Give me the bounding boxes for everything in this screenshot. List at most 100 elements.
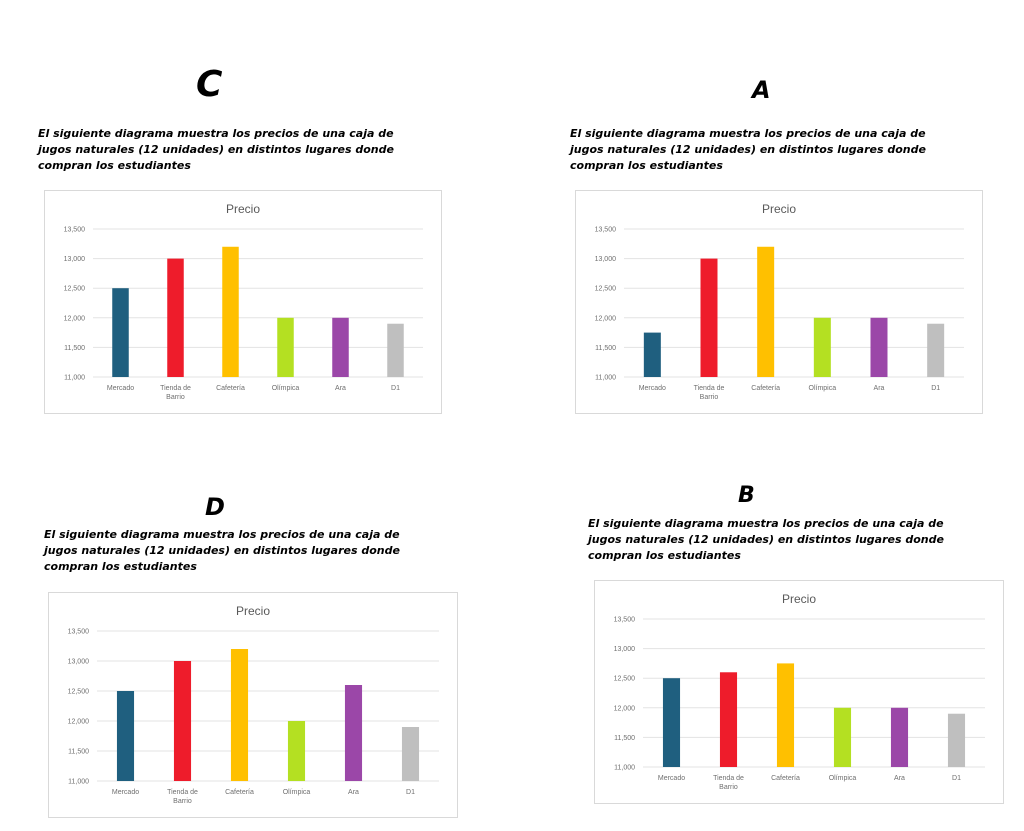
chart-title: Precio	[762, 202, 796, 216]
question-line: jugos naturales (12 unidades) en distint…	[38, 143, 394, 156]
bar	[890, 707, 909, 767]
bar	[662, 678, 681, 767]
y-tick-label: 11,500	[68, 749, 89, 756]
x-tick-label: Tienda de	[694, 385, 725, 392]
bar	[776, 663, 795, 767]
chart-svg: Precio 11,000 11,500 12,000 12,500 13,000 13,5…	[68, 604, 439, 805]
bar	[116, 691, 135, 781]
x-tick-label: Mercado	[107, 385, 134, 392]
chart-title: Precio	[236, 604, 270, 618]
chart-title: Precio	[782, 592, 816, 606]
x-tick-label: Olímpica	[829, 775, 857, 782]
bar	[387, 323, 404, 377]
x-tick-label: Ara	[335, 385, 346, 392]
option-letter: B	[738, 483, 755, 508]
bar	[870, 317, 888, 377]
question-line: El siguiente diagrama muestra los precio…	[588, 517, 944, 530]
y-tick-label: 12,000	[614, 705, 636, 712]
bar-chart: Precio 11,000 11,500 12,000 12,500 13,000 13,5…	[594, 580, 1004, 804]
y-tick-label: 11,000	[595, 375, 616, 382]
y-tick-label: 13,500	[614, 617, 636, 624]
x-tick-label: Mercado	[112, 789, 139, 796]
x-tick-label: D1	[931, 385, 940, 392]
question-text: El siguiente diagrama muestra los precio…	[38, 126, 394, 174]
x-tick-label: Olímpica	[809, 385, 837, 392]
question-text: El siguiente diagrama muestra los precio…	[588, 516, 944, 564]
y-tick-label: 13,000	[64, 256, 86, 263]
option-letter: D	[205, 493, 225, 521]
x-tick-label: Ara	[348, 789, 359, 796]
x-tick-label: D1	[952, 775, 961, 782]
x-tick-label: Barrio	[700, 394, 719, 401]
y-tick-label: 12,500	[64, 286, 86, 293]
x-tick-label: Mercado	[639, 385, 666, 392]
question-line: compran los estudiantes	[38, 159, 191, 172]
question-line: El siguiente diagrama muestra los precio…	[570, 127, 926, 140]
x-tick-label: Tienda de	[713, 775, 744, 782]
x-tick-label: Ara	[894, 775, 905, 782]
y-tick-label: 12,000	[595, 315, 617, 322]
x-tick-label: Ara	[874, 385, 885, 392]
bar-chart: Precio 11,000 11,500 12,000 12,500 13,000 13,5…	[575, 190, 983, 414]
question-line: jugos naturales (12 unidades) en distint…	[588, 533, 944, 546]
bar	[813, 317, 831, 377]
chart-svg: Precio 11,000 11,500 12,000 12,500 13,000 13,5…	[614, 592, 985, 791]
x-tick-label: Tienda de	[160, 385, 191, 392]
bar	[643, 332, 661, 377]
x-tick-label: Barrio	[166, 394, 185, 401]
x-tick-label: Cafetería	[225, 789, 254, 796]
bar	[112, 288, 129, 377]
bar	[344, 685, 363, 781]
y-tick-label: 11,500	[614, 735, 635, 742]
bar	[833, 707, 852, 767]
y-tick-label: 12,500	[68, 689, 90, 696]
bar	[277, 317, 294, 377]
y-tick-label: 11,000	[614, 765, 635, 772]
chart-svg: Precio 11,000 11,500 12,000 12,500 13,000 13,5…	[64, 202, 423, 401]
question-line: jugos naturales (12 unidades) en distint…	[570, 143, 926, 156]
bar	[332, 317, 349, 377]
y-tick-label: 13,500	[68, 629, 90, 636]
bar	[173, 661, 192, 781]
y-tick-label: 13,000	[614, 646, 636, 653]
y-tick-label: 12,000	[68, 719, 90, 726]
bar	[287, 721, 306, 781]
question-text: El siguiente diagrama muestra los precio…	[44, 527, 400, 575]
x-tick-label: Barrio	[173, 798, 192, 805]
bar-chart: Precio 11,000 11,500 12,000 12,500 13,000 13,5…	[44, 190, 442, 414]
y-tick-label: 13,000	[68, 659, 90, 666]
bar-chart: Precio 11,000 11,500 12,000 12,500 13,000 13,5…	[48, 592, 458, 818]
bar	[401, 727, 420, 781]
x-tick-label: Cafetería	[771, 775, 800, 782]
y-tick-label: 11,500	[64, 345, 85, 352]
bar	[700, 258, 718, 377]
y-tick-label: 13,500	[64, 227, 86, 234]
bar	[927, 323, 945, 377]
x-tick-label: D1	[391, 385, 400, 392]
bar	[167, 258, 184, 377]
y-tick-label: 11,000	[64, 375, 85, 382]
bar	[757, 246, 775, 377]
question-line: El siguiente diagrama muestra los precio…	[38, 127, 394, 140]
question-text: El siguiente diagrama muestra los precio…	[570, 126, 926, 174]
y-tick-label: 11,500	[595, 345, 616, 352]
question-line: compran los estudiantes	[588, 549, 741, 562]
x-tick-label: Mercado	[658, 775, 685, 782]
x-tick-label: D1	[406, 789, 415, 796]
option-letter: C	[196, 64, 223, 105]
y-tick-label: 12,500	[595, 286, 617, 293]
chart-title: Precio	[226, 202, 260, 216]
x-tick-label: Tienda de	[167, 789, 198, 796]
x-tick-label: Cafetería	[751, 385, 780, 392]
x-tick-label: Barrio	[719, 784, 738, 791]
question-line: compran los estudiantes	[570, 159, 723, 172]
y-tick-label: 13,000	[595, 256, 617, 263]
x-tick-label: Cafetería	[216, 385, 245, 392]
x-tick-label: Olímpica	[272, 385, 300, 392]
bar	[947, 713, 966, 767]
y-tick-label: 12,500	[614, 676, 636, 683]
bar	[230, 649, 249, 781]
x-tick-label: Olímpica	[283, 789, 311, 796]
y-tick-label: 13,500	[595, 227, 617, 234]
question-line: El siguiente diagrama muestra los precio…	[44, 528, 400, 541]
